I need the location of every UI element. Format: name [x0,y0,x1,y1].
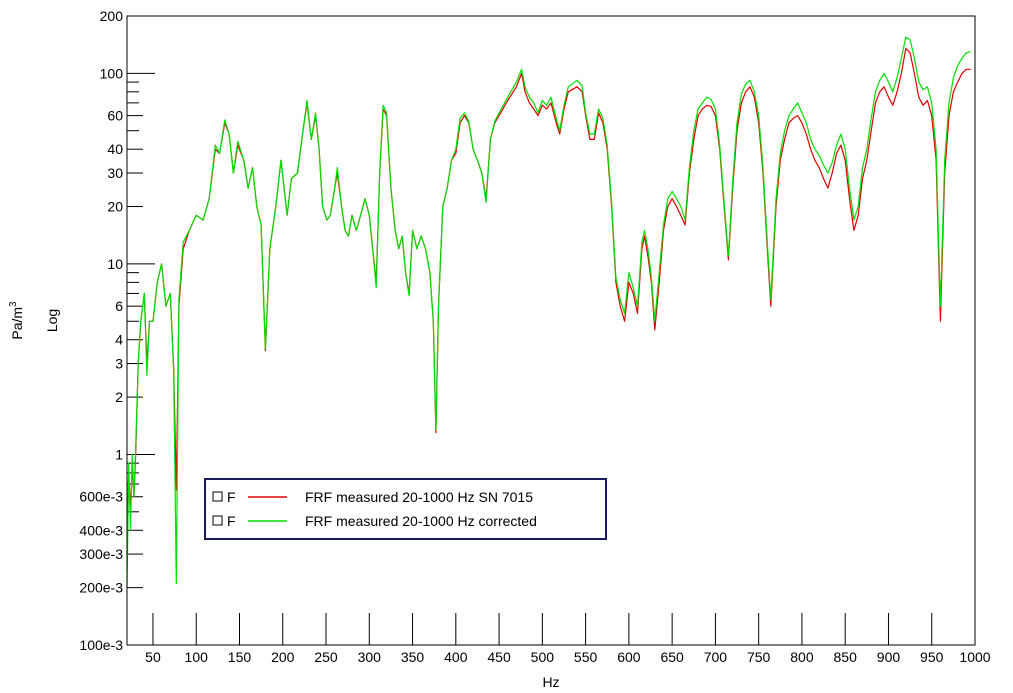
x-tick-label: 750 [747,649,771,665]
x-tick-label: 600 [617,649,641,665]
plot-frame [126,15,976,646]
x-tick-label: 400 [444,649,468,665]
y-tick-label: 600e-3 [79,489,123,505]
y-tick-label: 60 [107,108,123,124]
y-tick-label: 1 [115,446,123,462]
y-tick-label: 300e-3 [79,546,123,562]
y-axis-label-group: Pa/m3 Log [8,301,60,340]
legend-box [204,478,607,540]
x-tick-label: 500 [531,649,555,665]
y-tick-label: 200 [100,8,124,24]
y-tick-label: 3 [115,356,123,372]
y-tick-label: 40 [107,141,123,157]
legend-checkbox-icon[interactable] [212,491,223,502]
x-axis-label: Hz [542,674,559,690]
x-tick-label: 50 [145,649,161,665]
legend-entry-measured: F FRF measured 20-1000 Hz SN 7015 [212,489,533,505]
x-axis-ticks: 50 100 150 200 250 300 350 400 450 500 550 600 650 70… [145,613,991,665]
x-tick-label: 200 [271,649,295,665]
x-tick-label: 150 [228,649,252,665]
series-layer [126,36,971,588]
x-tick-label: 700 [704,649,728,665]
x-tick-label: 1000 [959,649,990,665]
y-tick-label: 200e-3 [79,580,123,596]
x-tick-label: 100 [185,649,209,665]
y-tick-label: 10 [107,256,123,272]
y-tick-label: 2 [115,389,123,405]
x-tick-label: 950 [920,649,944,665]
legend-label-corrected: FRF measured 20-1000 Hz corrected [305,513,537,529]
x-tick-label: 450 [487,649,511,665]
y-tick-label: 100 [100,65,124,81]
y-tick-label: 100e-3 [79,637,123,653]
legend-prefix: F [227,513,236,529]
x-tick-label: 550 [574,649,598,665]
y-tick-label: 20 [107,199,123,215]
legend-entry-corrected: F FRF measured 20-1000 Hz corrected [212,513,537,529]
legend-prefix: F [227,489,236,505]
series-line-corrected [126,36,971,588]
y-tick-label: 4 [115,332,123,348]
x-tick-label: 250 [314,649,338,665]
x-tick-label: 650 [660,649,684,665]
x-tick-label: 900 [877,649,901,665]
y-axis-label: Pa/m3 [8,301,25,340]
y-tick-label: 400e-3 [79,522,123,538]
legend: F FRF measured 20-1000 Hz SN 7015 F FRF … [204,478,607,540]
y-axis-ticks: 100e-3 200e-3 300e-3 400e-3 600e-3 1 2 3 4 6 10 20 3… [79,8,155,653]
x-tick-label: 350 [401,649,425,665]
y-tick-label: 6 [115,298,123,314]
y-axis-unit-superscript: 3 [8,301,19,307]
x-tick-label: 800 [790,649,814,665]
x-tick-label: 850 [834,649,858,665]
legend-checkbox-icon[interactable] [212,515,223,526]
legend-label-measured: FRF measured 20-1000 Hz SN 7015 [305,489,533,505]
y-axis-unit: Pa/m [9,307,25,340]
y-tick-label: 30 [107,165,123,181]
x-tick-label: 300 [358,649,382,665]
y-axis-scale-label: Log [44,309,60,332]
